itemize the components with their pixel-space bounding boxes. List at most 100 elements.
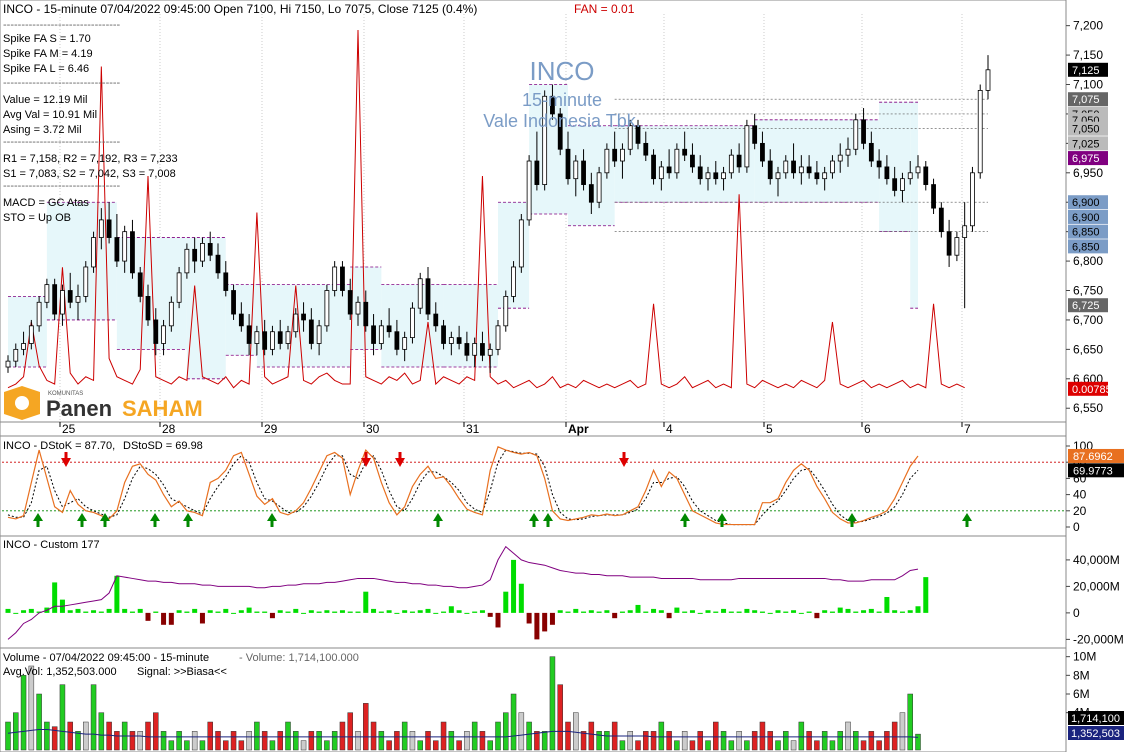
sell-arrow [61, 458, 71, 467]
candle-body [658, 166, 664, 180]
custom-tick-label: 40,000M [1073, 553, 1120, 567]
custom-line [7, 545, 919, 640]
sto-tick-label: 0 [1073, 520, 1080, 534]
price-marker-bg [1068, 151, 1108, 166]
volume-label-2: - Volume: 1,714,100.000 [239, 652, 359, 664]
price-marker-bg [1068, 239, 1108, 254]
volume-bar [658, 721, 665, 751]
candle-body [153, 319, 159, 344]
candle-body [270, 331, 275, 350]
buy-arrow-stem [850, 521, 854, 527]
volume-bar [798, 721, 805, 751]
custom-bar [301, 612, 307, 614]
custom-bar [643, 611, 649, 613]
volume-bar [176, 731, 182, 751]
volume-bar [503, 712, 509, 751]
volume-bar [285, 721, 291, 751]
volume-bar [650, 731, 657, 751]
volume-bar [324, 740, 330, 751]
volume-bar [479, 731, 486, 751]
custom-bar [837, 607, 843, 613]
custom-bar [627, 610, 633, 613]
volume-bar [868, 731, 875, 751]
logo-hole [15, 396, 29, 410]
volume-bar [853, 731, 859, 751]
candle-body [946, 231, 952, 256]
custom-bar [899, 611, 905, 613]
candle-body [728, 154, 734, 174]
candle-body [557, 113, 563, 150]
volume-tick-label: 10M [1073, 650, 1096, 664]
buy-arrow [847, 513, 857, 521]
candle-body [705, 172, 711, 180]
custom-bar [176, 610, 182, 613]
custom-bar [21, 610, 27, 613]
candle-body [760, 142, 765, 162]
candle-body [511, 266, 516, 297]
custom-bar [371, 608, 377, 613]
custom-bar [409, 611, 415, 613]
custom-bar [495, 612, 501, 628]
buy-arrow [33, 513, 43, 521]
volume-bar [36, 693, 42, 751]
logo-small-text: KOMUNITAS [48, 391, 83, 397]
candle-body [752, 125, 758, 144]
sr-band [116, 237, 187, 350]
custom-bar [52, 582, 58, 613]
volume-bar [541, 731, 548, 751]
volume-bar [915, 733, 921, 751]
volume-bar [300, 740, 307, 751]
candle-body [285, 331, 291, 344]
custom-bar [705, 610, 711, 613]
custom-bar [604, 610, 610, 613]
volume-bar [409, 731, 416, 751]
custom-bar [503, 591, 509, 613]
custom-bar [814, 612, 820, 619]
candle-body [324, 290, 330, 327]
volume-bar [767, 731, 773, 751]
custom-bar [425, 608, 431, 613]
volume-bar [145, 721, 151, 751]
candle-body [464, 343, 470, 356]
candle-body [526, 160, 532, 221]
price-tick-label: 7,150 [1073, 48, 1103, 62]
custom-bar [332, 611, 338, 613]
candle-body [604, 148, 610, 174]
custom-bar [386, 610, 392, 613]
candle-body [355, 301, 361, 315]
candle-body [448, 337, 454, 344]
custom-label: INCO - Custom 177 [3, 539, 100, 551]
custom-bar [915, 606, 921, 613]
candle-body [410, 307, 415, 338]
candle-body [690, 154, 695, 168]
candle-body [91, 237, 96, 268]
sto-tick-label: 40 [1073, 488, 1087, 502]
custom-bar [783, 611, 789, 613]
custom-bar [199, 612, 205, 624]
sr-band [910, 102, 918, 309]
candle-body [347, 290, 353, 315]
candle-body [830, 160, 835, 174]
custom-bar [456, 610, 462, 613]
sto-k-line [7, 446, 919, 526]
custom-bar [378, 611, 384, 613]
candle-body [822, 172, 828, 180]
price-marker-bg [1068, 121, 1108, 136]
avg-volume-line [7, 728, 919, 738]
buy-arrow [433, 513, 443, 521]
buy-arrow-stem [186, 521, 190, 527]
price-tick-label: 7,100 [1073, 78, 1103, 92]
candle-body [767, 160, 773, 180]
volume-bar [565, 721, 571, 751]
custom-bar [767, 612, 773, 614]
date-label: Apr [568, 422, 589, 436]
custom-panel [5, 545, 929, 640]
volume-bar [464, 731, 470, 751]
candle-body [868, 142, 874, 162]
candle-body [44, 284, 50, 303]
panensaham-logo: KOMUNITAS Panen SAHAM [4, 386, 203, 421]
date-axis: 25 28 29 30 31 Apr 4 5 6 7 [59, 422, 971, 436]
candle-body [184, 248, 190, 274]
volume-bar [674, 740, 680, 751]
candle-body [67, 290, 73, 303]
